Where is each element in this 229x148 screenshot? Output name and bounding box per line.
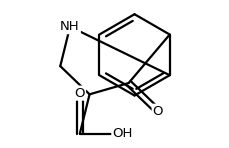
Text: NH: NH <box>60 20 79 33</box>
Text: O: O <box>152 105 162 118</box>
Text: OH: OH <box>112 127 132 140</box>
Text: O: O <box>74 87 85 100</box>
